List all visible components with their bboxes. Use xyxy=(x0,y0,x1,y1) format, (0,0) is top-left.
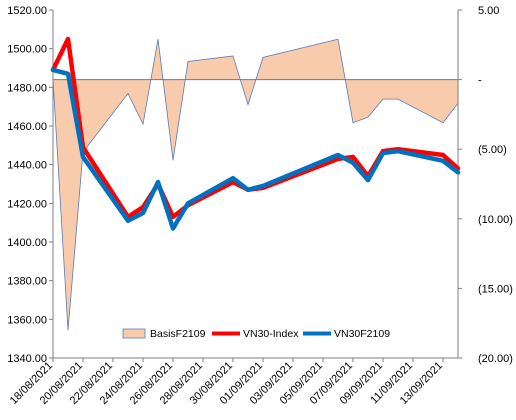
legend-swatch-basisf2109 xyxy=(122,328,146,339)
line-layer xyxy=(50,36,461,231)
basis-area-layer xyxy=(52,38,459,331)
basis-area xyxy=(53,39,458,331)
y-right-tick-label: (15.00) xyxy=(478,283,513,295)
y-left-tick-label: 1420.00 xyxy=(7,198,47,210)
y-left-tick-label: 1400.00 xyxy=(7,237,47,249)
legend-label-vn30-index: VN30-Index xyxy=(243,328,299,340)
y-left-tick-label: 1500.00 xyxy=(7,44,47,56)
y-left-tick-label: 1480.00 xyxy=(7,82,47,94)
y-left-tick-label: 1340.00 xyxy=(7,353,47,365)
y-left-tick-label: 1460.00 xyxy=(7,121,47,133)
series-line-vn30f2109 xyxy=(50,67,461,231)
y-right-tick-label: (20.00) xyxy=(478,353,513,365)
tick-label-layer: 1340.00 1360.00 1380.00 1400.00 1420.00 1440.… xyxy=(7,5,513,407)
y-left-tick-label: 1440.00 xyxy=(7,160,47,172)
y-right-tick-label: (5.00) xyxy=(478,144,507,156)
y-right-tick-label: (10.00) xyxy=(478,214,513,226)
y-left-tick-label: 1520.00 xyxy=(7,5,47,17)
y-right-tick-label: - xyxy=(478,75,482,87)
basis-area-outline xyxy=(52,38,459,331)
legend-label-basisf2109: BasisF2109 xyxy=(150,328,206,340)
legend-label-vn30f2109: VN30F2109 xyxy=(334,328,390,340)
y-left-tick-label: 1360.00 xyxy=(7,314,47,326)
y-right-tick-label: 5.00 xyxy=(478,5,499,17)
y-left-tick-label: 1380.00 xyxy=(7,276,47,288)
legend: BasisF2109 VN30-Index VN30F2109 xyxy=(122,328,390,340)
